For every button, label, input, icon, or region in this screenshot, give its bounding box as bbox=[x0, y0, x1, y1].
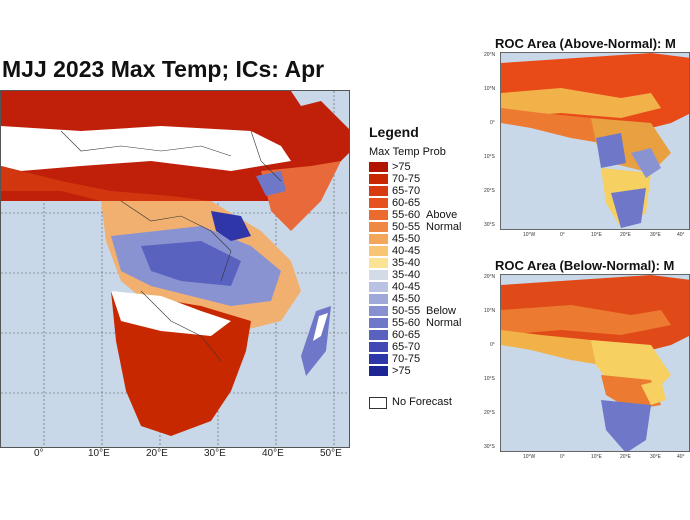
main-forecast-map[interactable] bbox=[0, 90, 350, 448]
legend-swatch bbox=[369, 198, 388, 208]
legend-label: 70-75 bbox=[392, 353, 421, 365]
roc-above-lon-40: 40° bbox=[677, 232, 685, 238]
legend-label: 65-70 bbox=[392, 185, 421, 197]
legend-label: 35-40 bbox=[392, 269, 421, 281]
legend-swatch bbox=[369, 174, 388, 184]
horn-blue bbox=[256, 171, 286, 196]
roc-below-lon-20e: 20°E bbox=[620, 454, 631, 460]
legend-label: >75 bbox=[392, 161, 411, 173]
below-normal-label-2: Normal bbox=[426, 317, 462, 329]
no-forecast-swatch bbox=[369, 397, 387, 409]
sahel-near-normal bbox=[1, 126, 291, 171]
legend-label: 40-45 bbox=[392, 245, 421, 257]
legend-swatch bbox=[369, 282, 388, 292]
legend-swatch bbox=[369, 354, 388, 364]
roc-above-lat-20n: 20°N bbox=[484, 52, 496, 58]
legend-swatch bbox=[369, 318, 388, 328]
above-normal-label-1: Above bbox=[426, 209, 458, 221]
legend-swatch bbox=[369, 162, 388, 172]
legend-label: 45-50 bbox=[392, 233, 421, 245]
legend-label: 55-60 bbox=[392, 209, 421, 221]
legend-label: 50-55 bbox=[392, 221, 421, 233]
horn-of-africa bbox=[261, 161, 341, 231]
legend-label: 60-65 bbox=[392, 197, 421, 209]
roc-below-lat-10n: 10°N bbox=[484, 308, 496, 314]
legend-subtitle: Max Temp Prob bbox=[369, 146, 446, 158]
roc-above-lat-30s: 30°S bbox=[484, 222, 495, 228]
lon-tick-50e: 50°E bbox=[320, 448, 342, 459]
roc-above-lon-10w: 10°W bbox=[523, 232, 536, 238]
roc-above-lon-10e: 10°E bbox=[591, 232, 602, 238]
legend-swatch bbox=[369, 330, 388, 340]
roc-above-lat-10s: 10°S bbox=[484, 154, 495, 160]
roc-below-lon-10e: 10°E bbox=[591, 454, 602, 460]
below-normal-core bbox=[141, 241, 241, 286]
africa-forecast-svg bbox=[1, 91, 349, 447]
legend-label: 70-75 bbox=[392, 173, 421, 185]
legend-swatch bbox=[369, 210, 388, 220]
legend-swatch bbox=[369, 246, 388, 256]
legend-label: >75 bbox=[392, 365, 411, 377]
roc-below-svg bbox=[501, 275, 689, 451]
legend-label: 35-40 bbox=[392, 257, 421, 269]
lon-tick-40e: 40°E bbox=[262, 448, 284, 459]
roc-above-lon-0: 0° bbox=[560, 232, 565, 238]
roc-below-lat-0: 0° bbox=[490, 342, 495, 348]
legend-swatch bbox=[369, 270, 388, 280]
lon-tick-10e: 10°E bbox=[88, 448, 110, 459]
lon-tick-20e: 20°E bbox=[146, 448, 168, 459]
roc-above-lat-0: 0° bbox=[490, 120, 495, 126]
country-borders bbox=[60, 130, 282, 362]
legend-label: 60-65 bbox=[392, 329, 421, 341]
roc-below-title: ROC Area (Below-Normal): M bbox=[495, 258, 675, 273]
roc-above-title: ROC Area (Above-Normal): M bbox=[495, 36, 676, 51]
above-normal-label-2: Normal bbox=[426, 221, 462, 233]
roc-below-lon-0: 0° bbox=[560, 454, 565, 460]
south-near-normal bbox=[111, 291, 231, 336]
legend-swatch bbox=[369, 294, 388, 304]
east-africa-below bbox=[211, 211, 251, 241]
lon-tick-0: 0° bbox=[34, 448, 44, 459]
roc-below-lat-20n: 20°N bbox=[484, 274, 496, 280]
roc-below-lat-20s: 20°S bbox=[484, 410, 495, 416]
legend-swatch bbox=[369, 366, 388, 376]
roc-below-map[interactable] bbox=[500, 274, 690, 452]
legend-swatch bbox=[369, 342, 388, 352]
legend-swatch bbox=[369, 222, 388, 232]
main-map-title: MJJ 2023 Max Temp; ICs: Apr bbox=[2, 56, 325, 82]
roc-above-svg bbox=[501, 53, 689, 228]
roc-below-lat-10s: 10°S bbox=[484, 376, 495, 382]
roc-below-lon-40: 40° bbox=[677, 454, 685, 460]
legend-label: 55-60 bbox=[392, 317, 421, 329]
lon-tick-30e: 30°E bbox=[204, 448, 226, 459]
legend-label: 40-45 bbox=[392, 281, 421, 293]
roc-above-lon-30e: 30°E bbox=[650, 232, 661, 238]
legend-swatch bbox=[369, 258, 388, 268]
legend-label: 45-50 bbox=[392, 293, 421, 305]
roc-below-lon-30e: 30°E bbox=[650, 454, 661, 460]
below-normal-label-1: Below bbox=[426, 305, 456, 317]
no-forecast-label: No Forecast bbox=[392, 396, 452, 408]
legend-swatch bbox=[369, 306, 388, 316]
legend-label: 65-70 bbox=[392, 341, 421, 353]
roc-above-lat-10n: 10°N bbox=[484, 86, 496, 92]
roc-above-lat-20s: 20°S bbox=[484, 188, 495, 194]
roc-above-map[interactable] bbox=[500, 52, 690, 230]
roc-above-lon-20e: 20°E bbox=[620, 232, 631, 238]
legend-label: 50-55 bbox=[392, 305, 421, 317]
legend-swatch bbox=[369, 234, 388, 244]
legend-title: Legend bbox=[369, 124, 419, 140]
roc-below-lat-30s: 30°S bbox=[484, 444, 495, 450]
legend-swatch bbox=[369, 186, 388, 196]
roc-below-lon-10w: 10°W bbox=[523, 454, 536, 460]
